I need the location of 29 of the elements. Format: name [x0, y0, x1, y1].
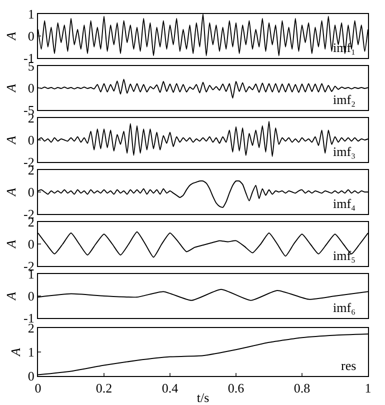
y-axis-title: A [4, 32, 19, 41]
y-axis-title: A [4, 136, 19, 145]
annotation: imf₂ [333, 92, 356, 107]
y-tick-label: 0 [28, 368, 34, 384]
y-axis-title: A [4, 292, 19, 301]
y-tick-label: 0 [28, 80, 34, 96]
annotation: imf₅ [333, 248, 356, 263]
y-tick-label: 1 [28, 344, 34, 360]
annotation: imf₃ [333, 144, 356, 159]
x-tick-label: 0.4 [162, 380, 179, 396]
y-axis-title: A [4, 84, 19, 93]
y-tick-label: 0 [28, 184, 34, 200]
x-tick-label: 0.8 [294, 380, 310, 396]
y-tick-label: 0 [28, 236, 34, 252]
x-tick-label: 0.6 [228, 380, 245, 396]
line-series [38, 14, 368, 56]
y-tick-label: 0 [28, 132, 34, 148]
annotation: imf₆ [333, 300, 356, 315]
x-tick-label: 0.2 [96, 380, 112, 396]
x-tick-label: 1 [364, 380, 372, 396]
y-tick-label: 1 [28, 6, 34, 22]
y-axis-title: A [4, 188, 19, 197]
y-tick-label: 0 [28, 28, 34, 44]
annotation: res [341, 358, 356, 373]
annotation: imf₄ [333, 196, 356, 211]
x-axis-title: t/s [196, 390, 210, 405]
y-axis-title: A [8, 348, 23, 357]
y-axis-title: A [4, 240, 19, 249]
y-tick-label: 0 [28, 288, 34, 304]
